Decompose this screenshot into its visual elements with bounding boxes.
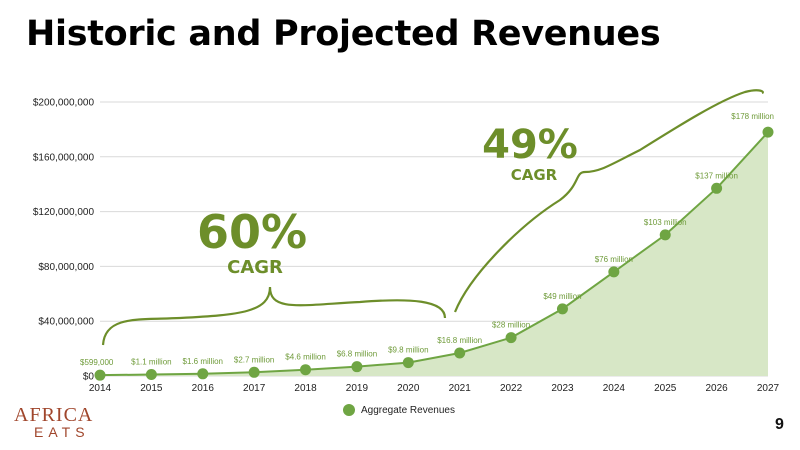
data-label: $6.8 million [337, 350, 377, 359]
x-tick-label: 2018 [294, 383, 317, 394]
y-tick-label: $160,000,000 [33, 152, 95, 163]
x-tick-label: 2027 [757, 383, 780, 394]
data-label: $4.6 million [285, 353, 325, 362]
data-label: $16.8 million [437, 336, 482, 345]
right-cagr-brace [453, 89, 764, 313]
data-label: $9.8 million [388, 346, 428, 355]
data-label: $137 million [695, 171, 738, 180]
x-axis-ticks: 2014 2015 2016 2017 2018 2019 2020 2021 2022 2023… [89, 383, 780, 394]
legend-marker [343, 404, 355, 416]
data-point [556, 303, 568, 315]
data-point [402, 357, 414, 369]
data-label: $1.1 million [131, 357, 171, 366]
revenue-line [99, 131, 769, 377]
data-point [197, 368, 209, 380]
x-tick-label: 2023 [551, 383, 574, 394]
data-point [711, 182, 723, 194]
data-point [351, 361, 363, 373]
chart-legend: Aggregate Revenues [343, 404, 455, 416]
y-tick-label: $0 [83, 372, 95, 383]
data-point [454, 347, 466, 359]
y-axis-ticks: $0 $40,000,000 $80,000,000 $120,000,000 $160… [33, 98, 95, 383]
revenue-area [100, 132, 768, 376]
left-cagr-brace [101, 286, 447, 346]
x-tick-label: 2019 [346, 383, 369, 394]
x-tick-label: 2014 [89, 383, 112, 394]
right-cagr-value: 49% [482, 122, 578, 168]
x-tick-label: 2026 [705, 383, 728, 394]
slide-title: Historic and Projected Revenues [26, 14, 661, 54]
y-tick-label: $80,000,000 [38, 262, 94, 273]
data-point [145, 368, 157, 380]
data-label: $76 million [595, 255, 633, 264]
data-markers [94, 126, 774, 381]
x-tick-label: 2024 [603, 383, 626, 394]
data-point [248, 366, 260, 378]
data-label: $49 million [543, 292, 581, 301]
x-tick-label: 2017 [243, 383, 266, 394]
x-tick-label: 2020 [397, 383, 420, 394]
legend-label: Aggregate Revenues [361, 404, 455, 416]
left-cagr-value: 60% [197, 205, 307, 259]
x-tick-label: 2016 [192, 383, 215, 394]
x-tick-label: 2022 [500, 383, 523, 394]
data-point [659, 229, 671, 241]
left-cagr-label: CAGR [227, 257, 283, 278]
logo-text-bottom: EATS [34, 424, 90, 440]
data-point [762, 126, 774, 138]
y-tick-label: $40,000,000 [38, 317, 94, 328]
logo-text-top: AFRICA [14, 404, 94, 426]
data-label: $178 million [731, 112, 774, 121]
data-label: $103 million [644, 218, 687, 227]
x-tick-label: 2025 [654, 383, 677, 394]
data-label: $1.6 million [183, 357, 223, 366]
data-label: $28 million [492, 321, 530, 330]
data-point [300, 364, 312, 376]
data-labels: $599,000 $1.1 million $1.6 million $2.7 mil… [80, 112, 774, 367]
data-label: $2.7 million [234, 355, 274, 364]
data-point [608, 266, 620, 278]
page-number: 9 [775, 416, 784, 433]
company-logo: AFRICA EATS [14, 404, 104, 442]
data-point [94, 369, 106, 381]
data-point [505, 332, 517, 344]
y-tick-label: $200,000,000 [33, 98, 95, 109]
right-cagr-label: CAGR [511, 166, 558, 184]
x-tick-label: 2021 [449, 383, 472, 394]
y-tick-label: $120,000,000 [33, 207, 95, 218]
data-label: $599,000 [80, 358, 114, 367]
x-tick-label: 2015 [140, 383, 163, 394]
